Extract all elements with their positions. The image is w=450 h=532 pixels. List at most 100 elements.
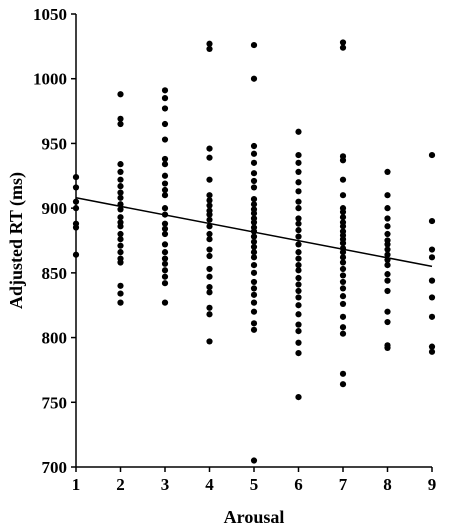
data-point xyxy=(428,254,436,261)
data-point xyxy=(339,324,347,331)
data-point xyxy=(339,39,347,46)
y-tick-label: 900 xyxy=(42,199,68,218)
data-point xyxy=(339,223,347,230)
data-point xyxy=(117,299,124,306)
data-point xyxy=(339,239,347,247)
data-point xyxy=(428,151,436,159)
data-point xyxy=(428,343,436,350)
data-point xyxy=(250,285,258,292)
x-axis-title: Arousal xyxy=(224,507,285,527)
data-point xyxy=(384,205,391,212)
data-point xyxy=(339,192,347,199)
data-point xyxy=(206,197,213,204)
data-point xyxy=(295,311,302,318)
data-point xyxy=(384,230,391,238)
data-point xyxy=(250,150,258,157)
data-point xyxy=(117,201,124,208)
data-point xyxy=(250,299,258,306)
data-point xyxy=(117,259,124,266)
data-point xyxy=(339,285,347,292)
data-point xyxy=(161,172,169,179)
x-tick-label: 3 xyxy=(161,475,170,494)
data-point xyxy=(339,208,347,216)
data-point xyxy=(384,277,391,284)
data-point xyxy=(206,283,213,291)
y-tick-label: 1000 xyxy=(33,70,67,89)
data-point xyxy=(161,225,169,232)
data-point xyxy=(295,350,302,357)
data-point xyxy=(339,157,347,164)
data-point xyxy=(295,168,302,176)
data-point xyxy=(206,230,213,238)
data-point xyxy=(117,176,124,183)
data-point xyxy=(295,128,302,135)
data-point xyxy=(206,338,213,345)
data-point xyxy=(161,120,169,128)
data-point xyxy=(384,251,391,258)
data-point xyxy=(206,289,213,296)
data-point xyxy=(161,280,169,287)
data-point xyxy=(384,215,391,222)
data-point xyxy=(117,183,124,190)
x-tick-label: 1 xyxy=(72,475,81,494)
data-point xyxy=(117,115,124,122)
data-point xyxy=(117,230,124,238)
data-point xyxy=(117,290,124,297)
data-point xyxy=(250,159,258,166)
data-point xyxy=(117,236,124,243)
data-point xyxy=(161,267,169,274)
data-point xyxy=(339,254,347,261)
data-point xyxy=(206,192,213,199)
data-point xyxy=(339,381,347,388)
x-tick-label: 5 xyxy=(250,475,259,494)
data-point xyxy=(250,201,258,208)
data-point xyxy=(250,177,258,185)
data-point xyxy=(206,216,213,223)
data-point xyxy=(295,321,302,328)
data-point xyxy=(295,267,302,274)
data-point xyxy=(295,287,302,295)
data-point xyxy=(339,300,347,308)
data-point xyxy=(339,176,347,183)
data-point xyxy=(339,249,347,256)
data-point xyxy=(295,394,302,401)
data-point xyxy=(339,259,347,266)
data-point xyxy=(206,236,213,243)
data-point xyxy=(250,210,258,217)
data-point xyxy=(428,217,436,225)
y-tick-labels: 700 750 800 850 900 950 1000 1050 xyxy=(33,5,76,477)
y-axis-title: Adjusted RT (ms) xyxy=(6,172,27,309)
data-point xyxy=(206,311,213,318)
data-point xyxy=(384,308,391,315)
data-point xyxy=(206,273,213,280)
data-point xyxy=(384,246,391,253)
data-point xyxy=(295,227,302,234)
data-point xyxy=(295,151,302,159)
data-point xyxy=(250,326,258,333)
data-point xyxy=(384,241,391,248)
data-point xyxy=(161,205,169,212)
data-point xyxy=(339,214,347,221)
data-point xyxy=(339,330,347,337)
data-point xyxy=(250,233,258,240)
data-point xyxy=(161,161,169,168)
data-point xyxy=(384,256,391,264)
data-point xyxy=(295,294,302,301)
data-point xyxy=(250,320,258,327)
data-point xyxy=(250,195,258,203)
data-point xyxy=(384,287,391,295)
y-tick-label: 700 xyxy=(42,458,68,477)
data-point xyxy=(206,211,213,218)
data-point xyxy=(206,176,213,183)
data-point xyxy=(339,272,347,279)
data-point xyxy=(339,293,347,300)
data-point xyxy=(428,277,436,284)
data-point xyxy=(161,87,169,94)
data-point xyxy=(161,136,169,143)
data-point xyxy=(295,281,302,288)
data-point xyxy=(295,188,302,195)
data-point xyxy=(206,145,213,152)
data-point xyxy=(250,278,258,286)
data-point xyxy=(384,168,391,176)
